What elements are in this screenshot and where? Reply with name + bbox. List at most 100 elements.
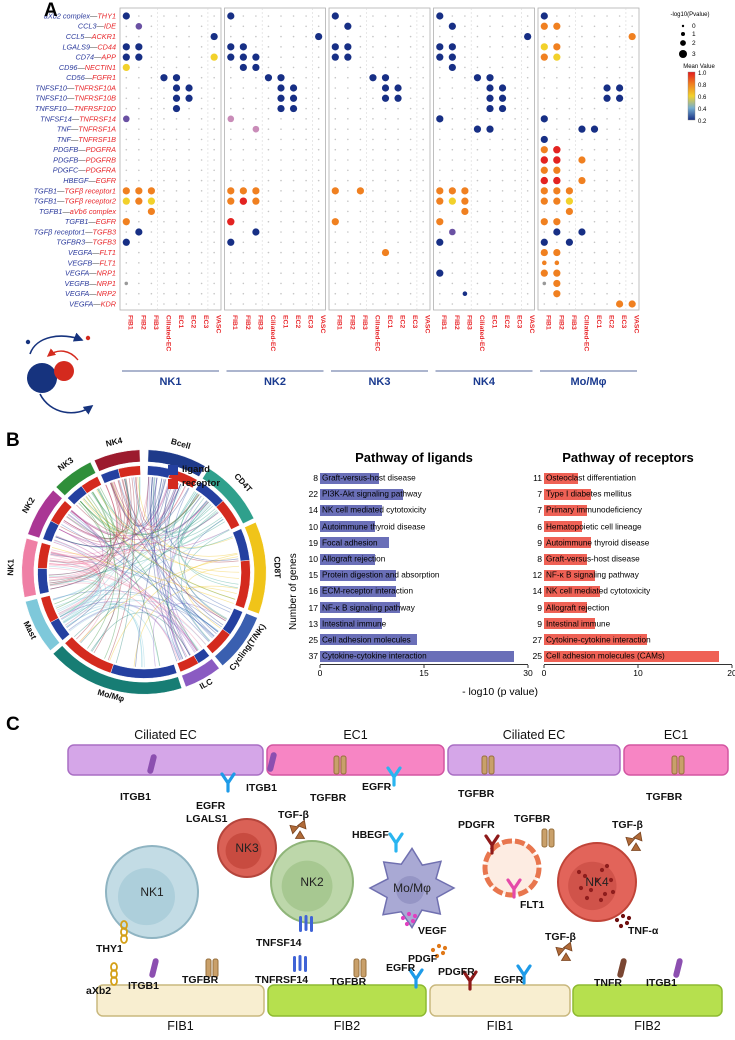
pair-label: TNFSF10—TNFRSF10A (35, 83, 116, 92)
x-tick-label: Ciliated-EC (269, 315, 276, 351)
circos-chord (154, 477, 224, 626)
bar-area: PI3K-Akt signaling pathway (320, 488, 528, 500)
interaction-dot (476, 148, 479, 151)
circos-chord (48, 576, 179, 661)
interaction-dot (581, 148, 583, 151)
circos-chord (169, 491, 197, 533)
interaction-dot (618, 66, 621, 69)
interaction-dot (631, 87, 633, 89)
interaction-dot (317, 231, 320, 233)
interaction-dot (252, 63, 260, 72)
circos-chord (49, 481, 121, 581)
interaction-dot (305, 292, 307, 295)
interaction-dot (526, 148, 529, 151)
interaction-dot (606, 282, 608, 285)
interaction-dot (213, 220, 215, 223)
circos-chord (51, 546, 234, 604)
interaction-dot (188, 200, 190, 202)
interaction-dot (439, 251, 441, 254)
interaction-dot (451, 159, 454, 161)
circos-chord (63, 603, 182, 660)
interaction-dot (618, 15, 621, 17)
interaction-dot (476, 262, 479, 264)
interaction-dot (359, 66, 362, 69)
bar-area: Hematopoietic cell lineage (544, 521, 732, 533)
interaction-dot (200, 169, 203, 172)
interaction-dot (556, 107, 558, 110)
interaction-dot (501, 25, 504, 28)
bar-area: NF-κ B signaling pathway (320, 602, 528, 614)
x-tick-label: VASC (424, 315, 431, 333)
interaction-dot (317, 97, 320, 100)
color-legend-tick: 0.6 (698, 95, 707, 101)
interaction-dot (280, 66, 282, 69)
interaction-dot (188, 56, 190, 58)
interaction-dot (489, 159, 491, 161)
interaction-dot (163, 35, 165, 38)
interaction-dot (581, 56, 583, 58)
interaction-dot (631, 241, 633, 244)
interaction-dot (280, 282, 282, 285)
interaction-dot (631, 292, 633, 295)
interaction-dot (501, 200, 504, 202)
tri-brown-icon (289, 819, 307, 839)
interaction-dot (593, 179, 596, 182)
interaction-dot (578, 156, 586, 164)
interaction-dot (230, 210, 232, 213)
interaction-dot (384, 118, 387, 120)
interaction-dot (628, 32, 636, 41)
circos-chord (49, 482, 179, 582)
bar-area: Primary immunodeficiency (544, 504, 732, 516)
interaction-dot (138, 303, 140, 305)
interaction-dot (359, 97, 362, 100)
axis-tick-label: 20 (727, 668, 735, 679)
interaction-dot (422, 56, 424, 58)
circos-plot: BcellCD4TCD8TCycling(T/NK)ILCMo/MφMastNK… (5, 435, 283, 704)
pathway-label: Osteoclast differentiation (546, 473, 636, 483)
interaction-dot (603, 94, 611, 102)
interaction-dot (255, 210, 257, 213)
interaction-dot (317, 292, 320, 295)
interaction-dot (514, 179, 516, 182)
interaction-dot (188, 303, 190, 305)
interaction-dot (514, 76, 516, 79)
interaction-dot (568, 87, 571, 89)
group-label: NK3 (368, 376, 390, 388)
interaction-dot (305, 46, 307, 48)
interaction-dot (543, 292, 546, 295)
interaction-dot (540, 166, 548, 174)
interaction-dot (422, 148, 424, 151)
interaction-dot (122, 12, 130, 20)
interaction-dot (242, 107, 245, 110)
interaction-dot (439, 148, 441, 151)
interaction-dot (213, 200, 215, 202)
interaction-dot (593, 262, 596, 264)
interaction-dot (359, 231, 362, 233)
interaction-dot (150, 35, 153, 38)
pair-label: PDGFC—PDGFRA (53, 166, 116, 175)
interaction-dot (540, 156, 548, 164)
interaction-dot (213, 303, 215, 305)
chain-gold-icon (110, 962, 118, 986)
interaction-dot (138, 138, 140, 141)
interaction-dot (359, 241, 362, 244)
circos-chord (49, 552, 98, 568)
circos-receptor-arc (215, 500, 240, 530)
interaction-dot (315, 32, 323, 41)
interaction-dot (347, 128, 349, 130)
pathway-label: PI3K-Akt signaling pathway (322, 489, 422, 499)
interaction-dot (372, 118, 374, 120)
x-tick-label: EC2 (503, 315, 510, 328)
gene-count: 11 (533, 473, 542, 484)
interaction-dot (514, 231, 516, 233)
panel-a-letter: A (44, 0, 58, 21)
size-legend-value: 3 (692, 51, 696, 58)
size-legend-value: 0 (692, 23, 696, 30)
interaction-dot (255, 251, 257, 254)
interaction-dot (556, 15, 558, 17)
cell-label: NK4 (585, 875, 609, 889)
cell-vessel (482, 838, 542, 898)
interaction-dot (200, 128, 203, 130)
interaction-dot (372, 169, 374, 172)
interaction-dot (464, 231, 466, 233)
